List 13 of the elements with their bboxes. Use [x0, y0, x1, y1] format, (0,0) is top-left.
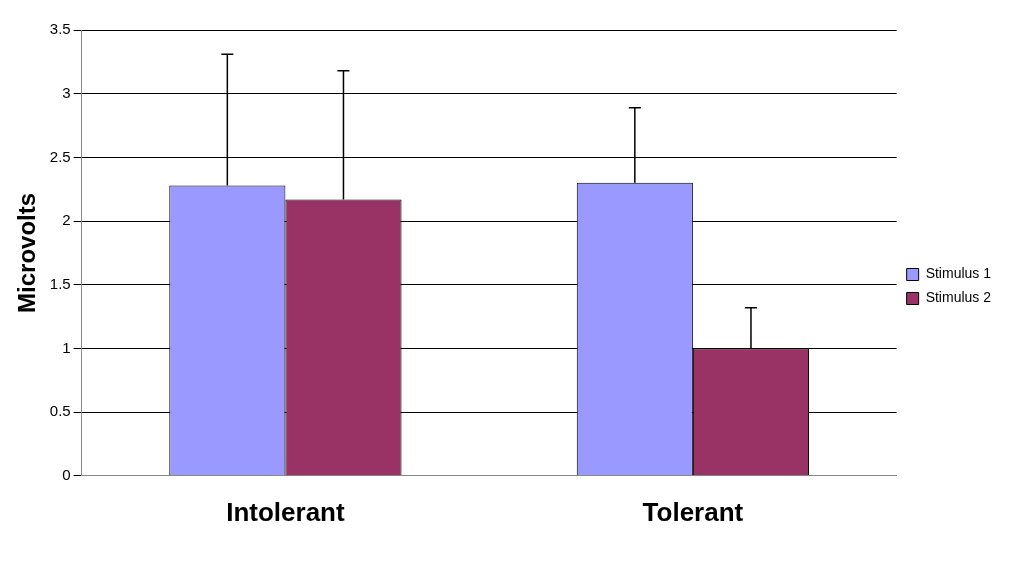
y-tick-label: 3.5	[49, 20, 71, 38]
legend-label: Stimulus 1	[925, 265, 992, 282]
x-tick-label: Intolerant	[226, 496, 345, 527]
legend-label: Stimulus 2	[925, 289, 992, 306]
y-tick-label: 2.5	[49, 147, 71, 165]
x-tick-label: Tolerant	[642, 496, 744, 527]
y-tick-label: 3	[62, 83, 71, 101]
y-axis-title: Microvolts	[13, 192, 41, 313]
y-tick-label: 2	[62, 211, 71, 229]
y-tick-label: 0.5	[49, 402, 71, 420]
y-tick-label: 1.5	[49, 274, 71, 292]
y-tick-label: 1	[62, 338, 71, 356]
y-tick-label: 0	[62, 465, 71, 483]
